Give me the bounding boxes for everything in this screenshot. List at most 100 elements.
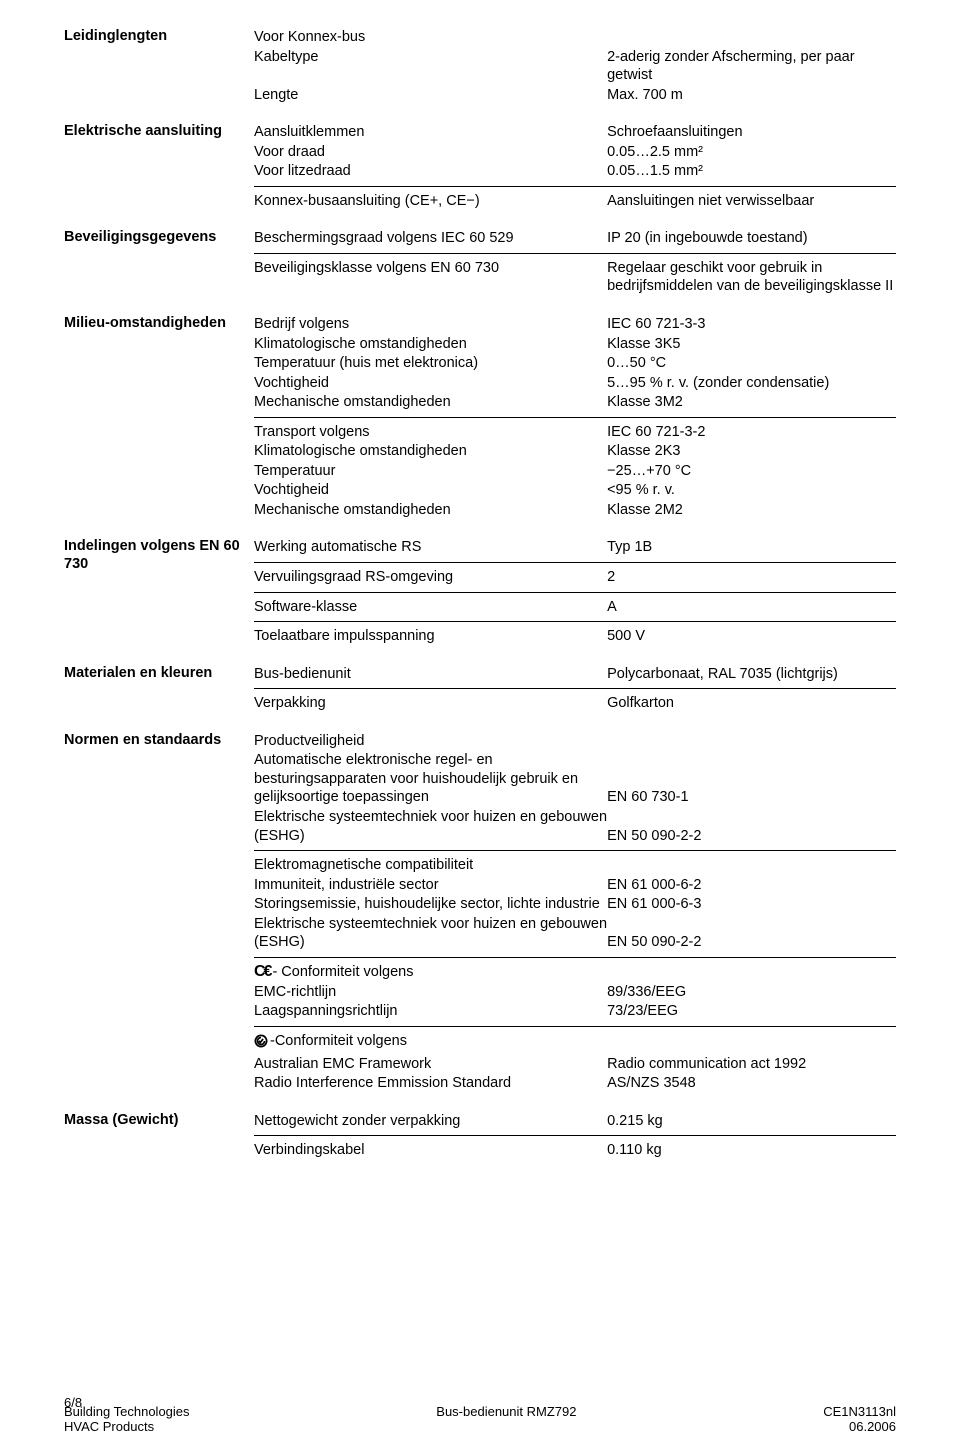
table-row: LengteMax. 700 m bbox=[254, 86, 896, 106]
spec-key: Elektromagnetische compatibiliteit bbox=[254, 856, 607, 876]
table-row: Laagspanningsrichtlijn73/23/EEG bbox=[254, 1002, 896, 1022]
spec-val: Radio communication act 1992 bbox=[607, 1055, 896, 1075]
spec-val: 5…95 % r. v. (zonder condensatie) bbox=[607, 374, 896, 394]
table-row: Mechanische omstandighedenKlasse 3M2 bbox=[254, 393, 896, 413]
spec-key: Werking automatische RS bbox=[254, 538, 607, 558]
table-row: Klimatologische omstandighedenKlasse 3K5 bbox=[254, 335, 896, 355]
divider bbox=[254, 688, 896, 689]
table-row: AansluitklemmenSchroefaansluitingen bbox=[254, 123, 896, 143]
spec-key: Aansluitklemmen bbox=[254, 123, 607, 143]
spec-key: Voor draad bbox=[254, 143, 607, 163]
spec-val: IEC 60 721-3-3 bbox=[607, 315, 896, 335]
table-row: Toelaatbare impulsspanning500 V bbox=[254, 627, 896, 647]
table-row: Immuniteit, industriële sectorEN 61 000-… bbox=[254, 876, 896, 896]
spec-key: Beschermingsgraad volgens IEC 60 529 bbox=[254, 229, 607, 249]
divider bbox=[254, 621, 896, 622]
section-milieu-omstandigheden: Milieu-omstandigheden Bedrijf volgensIEC… bbox=[64, 315, 896, 520]
table-row: Vochtigheid5…95 % r. v. (zonder condensa… bbox=[254, 374, 896, 394]
footer-left-line2: HVAC Products bbox=[64, 1419, 190, 1434]
spec-val: <95 % r. v. bbox=[607, 481, 896, 501]
table-row: Storingsemissie, huishoudelijke sector, … bbox=[254, 895, 896, 915]
footer-right: CE1N3113nl 06.2006 bbox=[823, 1404, 896, 1434]
table-row: Elektrische systeemtechniek voor huizen … bbox=[254, 808, 896, 846]
table-row: Temperatuur (huis met elektronica)0…50 °… bbox=[254, 354, 896, 374]
footer-left-line1: Building Technologies bbox=[64, 1404, 190, 1419]
section-materialen: Materialen en kleuren Bus-bedienunitPoly… bbox=[64, 665, 896, 714]
spec-table: Voor Konnex-bus Kabeltype2-aderig zonder… bbox=[254, 28, 896, 105]
spec-table: Productveiligheid Automatische elektroni… bbox=[254, 732, 896, 1094]
footer-right-line1: CE1N3113nl bbox=[823, 1404, 896, 1419]
section-label: Massa (Gewicht) bbox=[64, 1112, 254, 1130]
table-row: Konnex-busaansluiting (CE+, CE−)Aansluit… bbox=[254, 192, 896, 212]
spec-val: Klasse 2M2 bbox=[607, 501, 896, 521]
spec-key: Beveiligingsklasse volgens EN 60 730 bbox=[254, 259, 607, 297]
spec-key: -Conformiteit volgens bbox=[254, 1032, 607, 1055]
table-row: Productveiligheid bbox=[254, 732, 896, 752]
spec-table: AansluitklemmenSchroefaansluitingen Voor… bbox=[254, 123, 896, 211]
spec-key: EMC-richtlijn bbox=[254, 983, 607, 1003]
spec-val: Klasse 2K3 bbox=[607, 442, 896, 462]
spec-val: Golfkarton bbox=[607, 694, 896, 714]
table-row: VerpakkingGolfkarton bbox=[254, 694, 896, 714]
table-row: C€- Conformiteit volgens bbox=[254, 963, 896, 983]
table-row: Verbindingskabel0.110 kg bbox=[254, 1141, 896, 1161]
spec-key: Bus-bedienunit bbox=[254, 665, 607, 685]
spec-val: 89/336/EEG bbox=[607, 983, 896, 1003]
spec-key: Verbindingskabel bbox=[254, 1141, 607, 1161]
spec-val: EN 61 000-6-3 bbox=[607, 895, 896, 915]
spec-key: Mechanische omstandigheden bbox=[254, 393, 607, 413]
spec-val: Typ 1B bbox=[607, 538, 896, 558]
spec-key: Radio Interference Emmission Standard bbox=[254, 1074, 607, 1094]
spec-key: Klimatologische omstandigheden bbox=[254, 335, 607, 355]
ctick-conformity-text: -Conformiteit volgens bbox=[270, 1032, 407, 1051]
page-footer: Building Technologies HVAC Products Bus-… bbox=[64, 1404, 896, 1434]
spec-key: Konnex-busaansluiting (CE+, CE−) bbox=[254, 192, 607, 212]
table-row: Software-klasseA bbox=[254, 598, 896, 618]
spec-val bbox=[607, 1032, 896, 1055]
ce-conformity-text: - Conformiteit volgens bbox=[272, 963, 413, 982]
spec-val: Regelaar geschikt voor gebruik in bedrij… bbox=[607, 259, 896, 297]
table-row: Mechanische omstandighedenKlasse 2M2 bbox=[254, 501, 896, 521]
spec-key: Transport volgens bbox=[254, 423, 607, 443]
spec-table: Bus-bedienunitPolycarbonaat, RAL 7035 (l… bbox=[254, 665, 896, 714]
table-row: Klimatologische omstandighedenKlasse 2K3 bbox=[254, 442, 896, 462]
spec-key: Mechanische omstandigheden bbox=[254, 501, 607, 521]
spec-key: Nettogewicht zonder verpakking bbox=[254, 1112, 607, 1132]
spec-val: 0…50 °C bbox=[607, 354, 896, 374]
section-label: Leidinglengten bbox=[64, 28, 254, 46]
spec-val: 2 bbox=[607, 568, 896, 588]
spec-val: 0.215 kg bbox=[607, 1112, 896, 1132]
spec-val: −25…+70 °C bbox=[607, 462, 896, 482]
divider bbox=[254, 186, 896, 187]
spec-key: Temperatuur (huis met elektronica) bbox=[254, 354, 607, 374]
spec-key: Voor litzedraad bbox=[254, 162, 607, 182]
footer-left: Building Technologies HVAC Products bbox=[64, 1404, 190, 1434]
table-row: Vochtigheid<95 % r. v. bbox=[254, 481, 896, 501]
spec-key: Verpakking bbox=[254, 694, 607, 714]
section-label: Elektrische aansluiting bbox=[64, 123, 254, 141]
spec-val bbox=[607, 963, 896, 983]
spec-key: Automatische elektronische regel- en bes… bbox=[254, 751, 607, 808]
spec-table: Bedrijf volgensIEC 60 721-3-3 Klimatolog… bbox=[254, 315, 896, 520]
spec-val: 0.05…1.5 mm² bbox=[607, 162, 896, 182]
spec-key: Productveiligheid bbox=[254, 732, 607, 752]
spec-val: 2-aderig zonder Afscherming, per paar ge… bbox=[607, 48, 896, 86]
c-tick-icon bbox=[254, 1034, 268, 1048]
spec-val: A bbox=[607, 598, 896, 618]
section-beveiligingsgegevens: Beveiligingsgegevens Beschermingsgraad v… bbox=[64, 229, 896, 297]
divider bbox=[254, 957, 896, 958]
table-row: Bus-bedienunitPolycarbonaat, RAL 7035 (l… bbox=[254, 665, 896, 685]
table-row: Elektrische systeemtechniek voor huizen … bbox=[254, 915, 896, 953]
section-label: Milieu-omstandigheden bbox=[64, 315, 254, 333]
spec-key: Immuniteit, industriële sector bbox=[254, 876, 607, 896]
spec-key: C€- Conformiteit volgens bbox=[254, 963, 607, 983]
footer-center: Bus-bedienunit RMZ792 bbox=[436, 1404, 576, 1434]
divider bbox=[254, 417, 896, 418]
divider bbox=[254, 592, 896, 593]
table-row: Beschermingsgraad volgens IEC 60 529IP 2… bbox=[254, 229, 896, 249]
spec-key: Toelaatbare impulsspanning bbox=[254, 627, 607, 647]
spec-key: Kabeltype bbox=[254, 48, 607, 86]
spec-val: 500 V bbox=[607, 627, 896, 647]
table-row: Temperatuur−25…+70 °C bbox=[254, 462, 896, 482]
spec-val: 0.110 kg bbox=[607, 1141, 896, 1161]
